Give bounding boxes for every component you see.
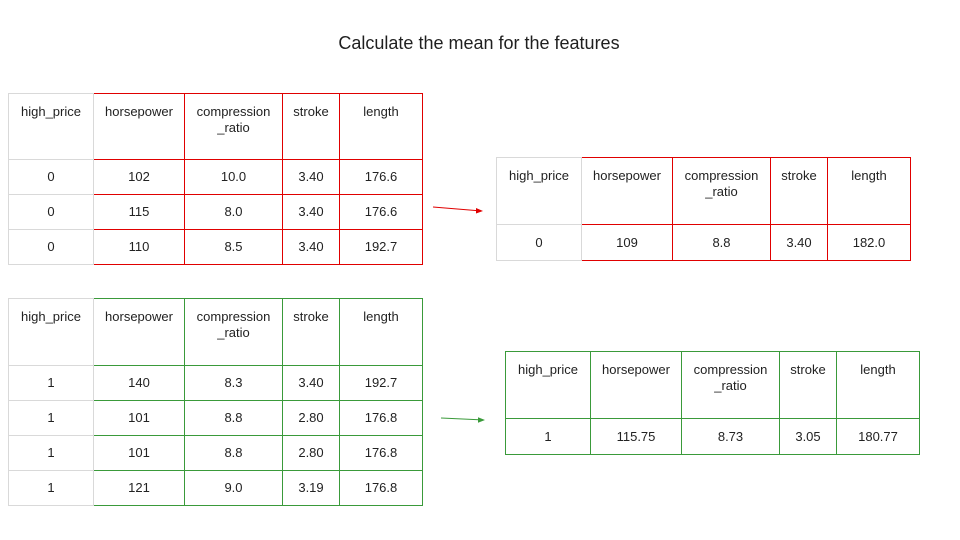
header-cell-compression-ratio: compression _ratio	[184, 298, 283, 366]
table-cell: 115.75	[590, 418, 682, 455]
table-header-row: high_price horsepower compression _ratio…	[496, 157, 911, 225]
table-cell: 3.40	[282, 365, 340, 401]
header-cell-length: length	[836, 351, 920, 419]
table-cell: 0	[496, 224, 582, 261]
table-cell: 0	[8, 194, 94, 230]
table-row: 1 140 8.3 3.40 192.7	[8, 365, 423, 401]
table-cell: 8.73	[681, 418, 780, 455]
header-cell-horsepower: horsepower	[93, 298, 185, 366]
table-cell: 8.0	[184, 194, 283, 230]
table-row: 0 110 8.5 3.40 192.7	[8, 229, 423, 265]
table-cell: 9.0	[184, 470, 283, 506]
header-cell-high-price: high_price	[496, 157, 582, 225]
table-row: 0 115 8.0 3.40 176.6	[8, 194, 423, 230]
header-cell-stroke: stroke	[770, 157, 828, 225]
table-header-row: high_price horsepower compression _ratio…	[8, 298, 423, 366]
red-arrow-icon	[432, 206, 483, 214]
table-cell: 3.40	[770, 224, 828, 261]
table-cell: 176.8	[339, 435, 423, 471]
header-cell-length: length	[339, 93, 423, 160]
table-cell: 1	[8, 435, 94, 471]
table-row: 1 101 8.8 2.80 176.8	[8, 435, 423, 471]
header-cell-horsepower: horsepower	[93, 93, 185, 160]
header-cell-stroke: stroke	[282, 93, 340, 160]
header-cell-high-price: high_price	[505, 351, 591, 419]
table-header-row: high_price horsepower compression _ratio…	[505, 351, 920, 419]
table-cell: 8.8	[672, 224, 771, 261]
header-cell-high-price: high_price	[8, 93, 94, 160]
table-cell: 2.80	[282, 400, 340, 436]
header-cell-horsepower: horsepower	[590, 351, 682, 419]
table-cell: 0	[8, 159, 94, 195]
green-mean-table: high_price horsepower compression _ratio…	[505, 351, 920, 455]
table-cell: 3.05	[779, 418, 837, 455]
table-row: 0 102 10.0 3.40 176.6	[8, 159, 423, 195]
table-row: 0 109 8.8 3.40 182.0	[496, 224, 911, 261]
table-cell: 1	[505, 418, 591, 455]
table-cell: 0	[8, 229, 94, 265]
table-cell: 176.8	[339, 470, 423, 506]
table-cell: 1	[8, 470, 94, 506]
table-cell: 8.8	[184, 435, 283, 471]
table-cell: 109	[581, 224, 673, 261]
table-row: 1 121 9.0 3.19 176.8	[8, 470, 423, 506]
table-cell: 8.3	[184, 365, 283, 401]
diagram-title: Calculate the mean for the features	[338, 33, 620, 53]
header-cell-compression-ratio: compression _ratio	[672, 157, 771, 225]
table-cell: 121	[93, 470, 185, 506]
table-cell: 2.80	[282, 435, 340, 471]
table-cell: 176.6	[339, 159, 423, 195]
table-cell: 115	[93, 194, 185, 230]
header-cell-length: length	[339, 298, 423, 366]
table-cell: 182.0	[827, 224, 911, 261]
table-cell: 176.6	[339, 194, 423, 230]
header-cell-stroke: stroke	[779, 351, 837, 419]
table-cell: 1	[8, 365, 94, 401]
table-cell: 192.7	[339, 365, 423, 401]
table-cell: 1	[8, 400, 94, 436]
table-cell: 3.19	[282, 470, 340, 506]
header-cell-length: length	[827, 157, 911, 225]
table-cell: 102	[93, 159, 185, 195]
table-cell: 176.8	[339, 400, 423, 436]
table-row: 1 115.75 8.73 3.05 180.77	[505, 418, 920, 455]
header-cell-compression-ratio: compression _ratio	[184, 93, 283, 160]
green-arrow-icon	[440, 417, 485, 423]
table-cell: 140	[93, 365, 185, 401]
table-cell: 3.40	[282, 229, 340, 265]
table-cell: 180.77	[836, 418, 920, 455]
table-cell: 8.8	[184, 400, 283, 436]
table-cell: 192.7	[339, 229, 423, 265]
table-cell: 8.5	[184, 229, 283, 265]
red-mean-table: high_price horsepower compression _ratio…	[496, 157, 911, 261]
header-cell-high-price: high_price	[8, 298, 94, 366]
table-row: 1 101 8.8 2.80 176.8	[8, 400, 423, 436]
header-cell-compression-ratio: compression _ratio	[681, 351, 780, 419]
table-cell: 101	[93, 435, 185, 471]
table-cell: 101	[93, 400, 185, 436]
green-source-table: high_price horsepower compression _ratio…	[8, 298, 423, 506]
table-cell: 110	[93, 229, 185, 265]
red-source-table: high_price horsepower compression _ratio…	[8, 93, 423, 265]
table-cell: 3.40	[282, 159, 340, 195]
table-cell: 3.40	[282, 194, 340, 230]
header-cell-horsepower: horsepower	[581, 157, 673, 225]
table-header-row: high_price horsepower compression _ratio…	[8, 93, 423, 160]
header-cell-stroke: stroke	[282, 298, 340, 366]
table-cell: 10.0	[184, 159, 283, 195]
